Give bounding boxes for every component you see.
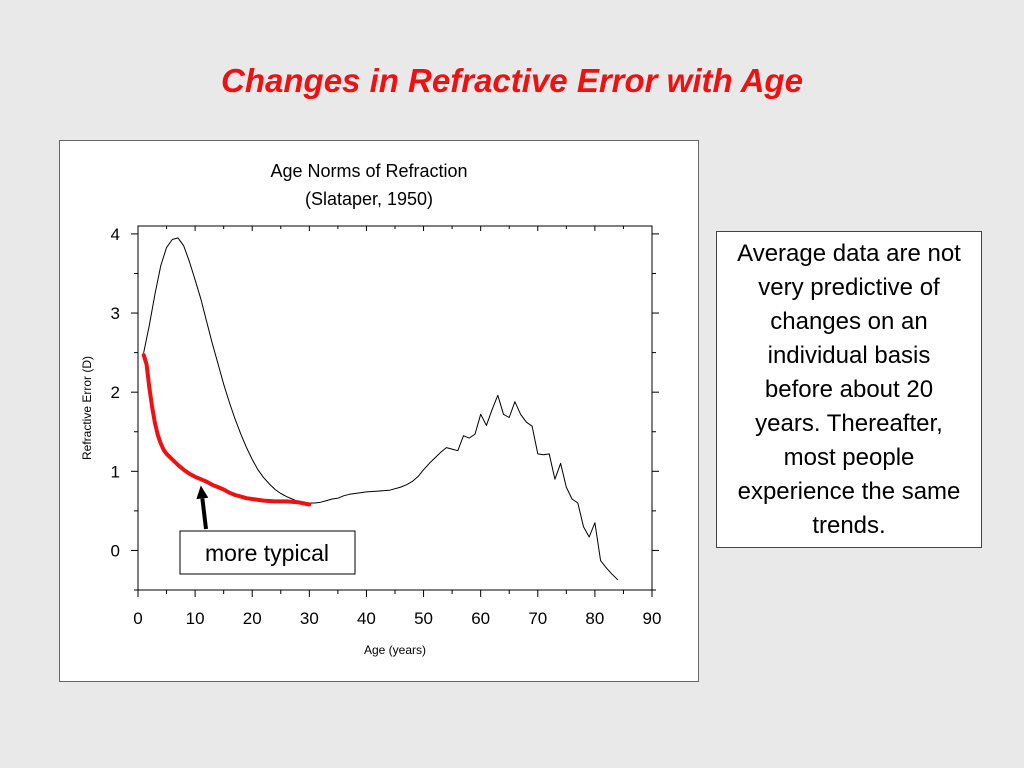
chart-title: Age Norms of Refraction xyxy=(270,161,467,181)
axis-ticks: 0 10 20 30 40 50 60 70 80 90 0 1 2 3 4 xyxy=(111,225,662,628)
y-tick-label: 2 xyxy=(111,383,120,402)
x-tick-label: 30 xyxy=(300,609,319,628)
annotation-label: more typical xyxy=(205,540,329,566)
y-tick-label: 1 xyxy=(111,462,120,481)
x-axis-label: Age (years) xyxy=(364,643,426,657)
note-text: Average data are not very predictive of … xyxy=(737,239,961,539)
annotation-layer: more typical xyxy=(179,485,356,575)
series-line-typical xyxy=(141,353,312,507)
x-tick-label: 0 xyxy=(133,609,142,628)
x-tick-label: 10 xyxy=(186,609,205,628)
annotation-arrow xyxy=(200,498,208,530)
y-tick-label: 4 xyxy=(111,225,120,244)
x-tick-label: 40 xyxy=(357,609,376,628)
x-tick-label: 60 xyxy=(471,609,490,628)
annotation-arrow-head xyxy=(196,485,209,500)
series-layer xyxy=(141,237,619,581)
x-tick-label: 50 xyxy=(414,609,433,628)
y-axis-label: Refractive Error (D) xyxy=(80,356,94,460)
chart-subtitle: (Slataper, 1950) xyxy=(305,189,433,209)
refraction-chart: Age Norms of Refraction (Slataper, 1950)… xyxy=(80,161,662,657)
x-tick-label: 20 xyxy=(243,609,262,628)
chart-panel: Age Norms of Refraction (Slataper, 1950)… xyxy=(59,140,699,682)
series-line-average xyxy=(143,237,619,581)
x-tick-label: 90 xyxy=(643,609,662,628)
slide-title: Changes in Refractive Error with Age xyxy=(221,62,803,99)
annotation-box xyxy=(179,530,356,575)
y-tick-label: 0 xyxy=(111,541,120,560)
y-tick-label: 3 xyxy=(111,304,120,323)
x-tick-label: 70 xyxy=(528,609,547,628)
x-tick-label: 80 xyxy=(585,609,604,628)
note-box: Average data are not very predictive of … xyxy=(716,231,982,548)
